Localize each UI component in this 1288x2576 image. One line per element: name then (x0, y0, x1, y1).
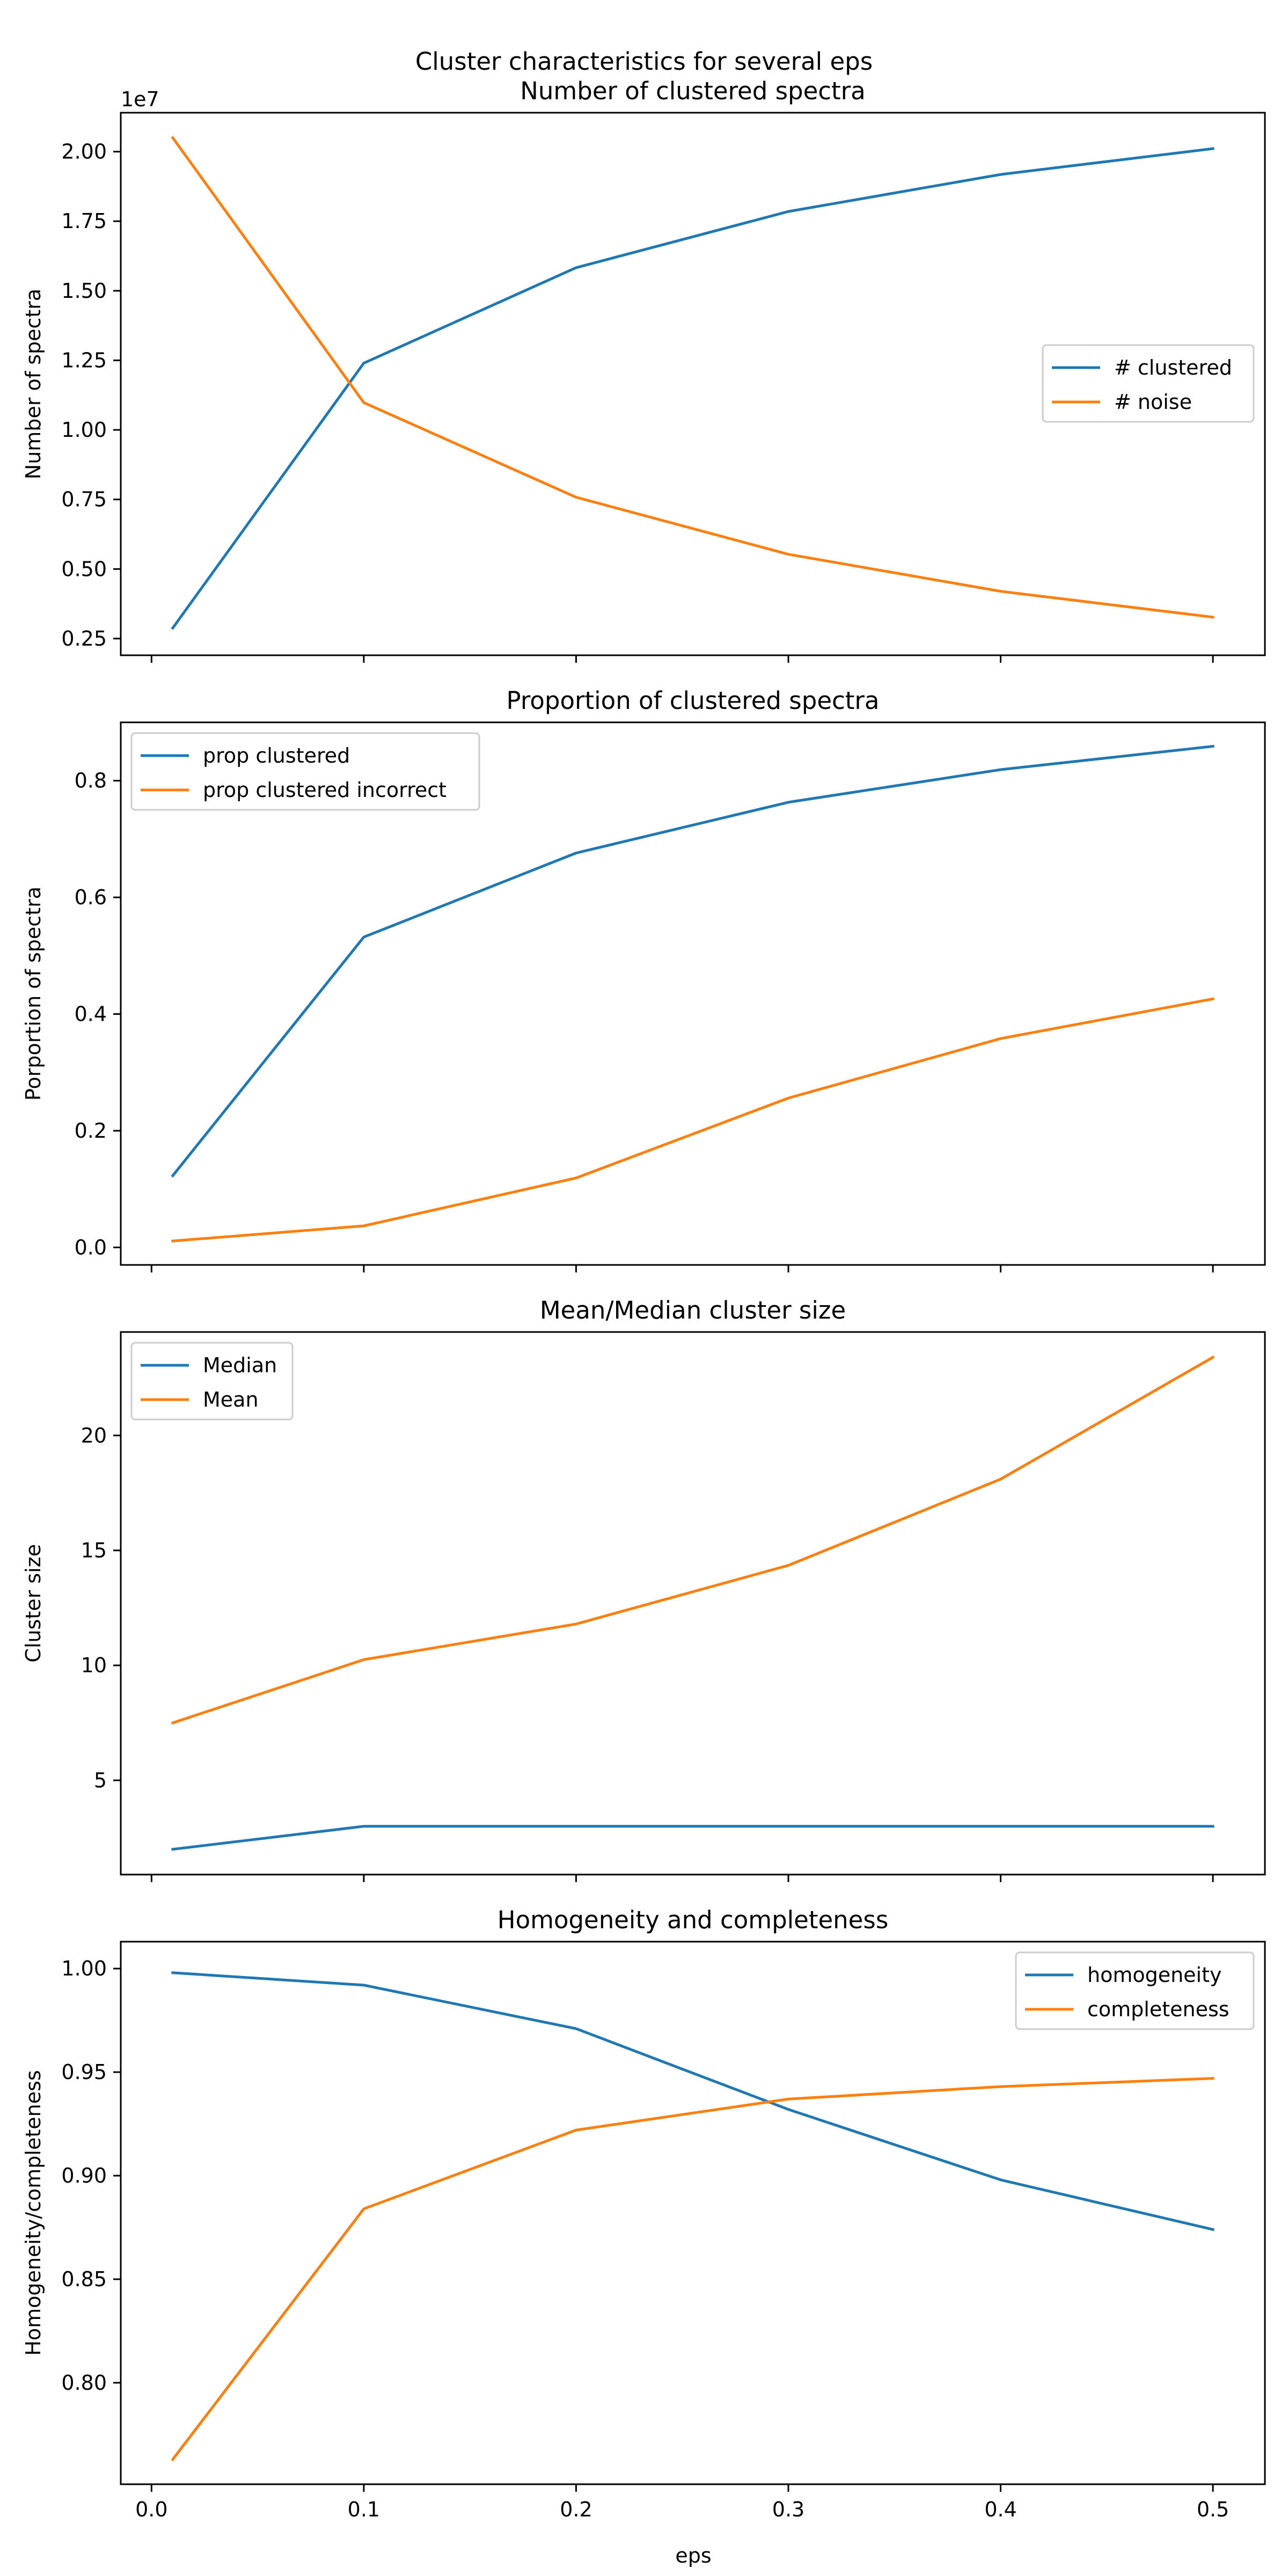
y-tick-label: 0.90 (61, 2164, 107, 2187)
legend-label: # noise (1114, 390, 1192, 414)
y-tick-label: 0.25 (61, 627, 107, 650)
y-tick-label: 0.2 (75, 1119, 107, 1143)
y-tick-label: 0.95 (61, 2060, 107, 2084)
x-tick-label: 0.4 (984, 2498, 1016, 2521)
y-tick-label: 0.4 (75, 1002, 107, 1026)
legend: # clustered # noise (1042, 344, 1255, 423)
axes-frame (120, 721, 1266, 1266)
series-line-1 (171, 1971, 1215, 2231)
legend-label: prop clustered (203, 744, 350, 767)
series-line-2 (171, 1355, 1215, 1725)
y-tick-label: 0.50 (61, 557, 107, 581)
legend: prop clustered prop clustered incorrect (130, 732, 480, 811)
y-tick-label: 0.0 (75, 1235, 107, 1259)
panel-3: Mean/Median cluster size Cluster size 5 10 1… (21, 1296, 1266, 1882)
y-tick-label: 0.75 (61, 488, 107, 511)
legend-label: # clustered (1114, 356, 1232, 379)
legend-label: homogeneity (1087, 1963, 1222, 1987)
legend-label: completeness (1087, 1997, 1230, 2021)
legend: Median Mean (130, 1342, 294, 1421)
y-tick-label: 20 (81, 1424, 107, 1447)
panel-title: Proportion of clustered spectra (507, 686, 880, 715)
x-tick-label: 0.0 (135, 2498, 167, 2521)
y-tick-label: 15 (81, 1539, 107, 1562)
y-tick-label: 5 (94, 1768, 107, 1792)
panel-2: Proportion of clustered spectra Porportio… (21, 686, 1266, 1272)
axes-frame (120, 1331, 1266, 1876)
legend-label: prop clustered incorrect (203, 778, 447, 802)
axes-frame (120, 1941, 1266, 2485)
y-axis-label: Homogeneity/completeness (21, 2070, 45, 2355)
y-tick-label: 2.00 (61, 140, 107, 164)
y-axis-label: Cluster size (21, 1544, 45, 1663)
panels: Number of clustered spectra Number of spe… (21, 77, 1266, 2521)
y-tick-label: 0.8 (75, 769, 107, 793)
x-tick-label: 0.2 (560, 2498, 592, 2521)
y-axis-label: Number of spectra (21, 289, 45, 479)
y-tick-label: 1.00 (61, 418, 107, 442)
legend: homogeneity completeness (1015, 1951, 1255, 2030)
panel-title: Mean/Median cluster size (540, 1296, 846, 1324)
legend-box (1015, 1951, 1255, 2030)
panel-title: Number of clustered spectra (520, 77, 866, 105)
series-line-2 (171, 997, 1215, 1243)
y-tick-label: 0.80 (61, 2371, 107, 2395)
legend-label: Mean (203, 1388, 259, 1411)
panel-1: Number of clustered spectra Number of spe… (21, 77, 1266, 663)
axes-frame (120, 112, 1266, 656)
legend-box (130, 732, 480, 811)
y-offset-text: 1e7 (121, 87, 159, 111)
figure-suptitle: Cluster characteristics for several eps (415, 47, 873, 76)
x-axis-label: eps (675, 2544, 711, 2567)
series-line-1 (171, 1825, 1214, 1851)
y-tick-label: 1.00 (61, 1957, 107, 1980)
x-tick-label: 0.1 (348, 2498, 380, 2521)
y-tick-label: 0.85 (61, 2267, 107, 2291)
x-tick-label: 0.3 (772, 2498, 804, 2521)
series-line-1 (171, 744, 1214, 1178)
y-axis-label: Porportion of spectra (21, 887, 45, 1101)
y-tick-label: 0.6 (75, 885, 107, 909)
y-tick-label: 10 (81, 1653, 107, 1677)
y-tick-label: 1.75 (61, 209, 107, 233)
series-line-2 (171, 136, 1214, 619)
legend-label: Median (203, 1353, 277, 1377)
y-tick-label: 1.25 (61, 348, 107, 372)
y-tick-label: 1.50 (61, 279, 107, 303)
x-tick-label: 0.5 (1197, 2498, 1229, 2521)
panel-4: Homogeneity and completeness Homogeneity/… (21, 1906, 1266, 2521)
series-line-1 (171, 147, 1214, 630)
panel-title: Homogeneity and completeness (497, 1906, 889, 1934)
series-line-2 (171, 2077, 1214, 2462)
